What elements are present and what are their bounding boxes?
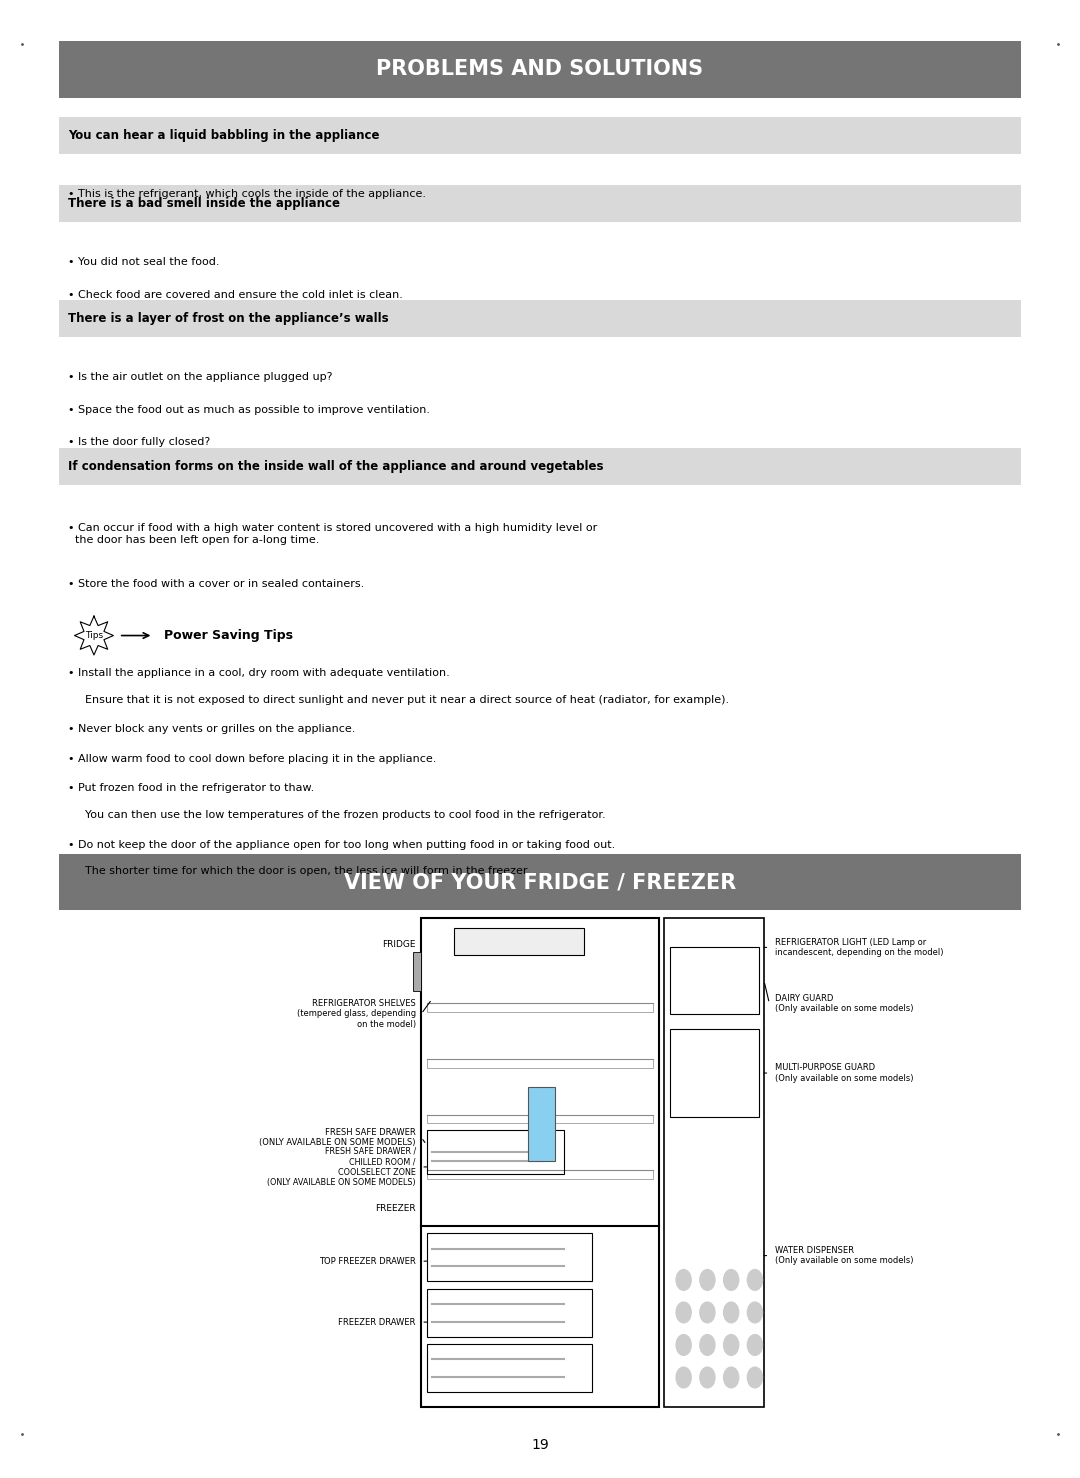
Text: You can then use the low temperatures of the frozen products to cool food in the: You can then use the low temperatures of… <box>85 810 606 820</box>
Bar <box>421 918 659 1407</box>
Text: • Allow warm food to cool down before placing it in the appliance.: • Allow warm food to cool down before pl… <box>68 754 436 764</box>
Text: • Put frozen food in the refrigerator to thaw.: • Put frozen food in the refrigerator to… <box>68 783 314 794</box>
Text: • Can occur if food with a high water content is stored uncovered with a high hu: • Can occur if food with a high water co… <box>68 523 597 545</box>
Polygon shape <box>75 616 113 655</box>
Bar <box>664 918 764 1407</box>
Text: The shorter time for which the door is open, the less ice will form in the freez: The shorter time for which the door is o… <box>85 866 530 876</box>
Circle shape <box>700 1335 715 1355</box>
Text: • Space the food out as much as possible to improve ventilation.: • Space the food out as much as possible… <box>68 405 430 415</box>
Circle shape <box>676 1270 691 1290</box>
Circle shape <box>724 1270 739 1290</box>
Text: If condensation forms on the inside wall of the appliance and around vegetables: If condensation forms on the inside wall… <box>68 460 604 473</box>
Text: There is a layer of frost on the appliance’s walls: There is a layer of frost on the applian… <box>68 312 389 325</box>
FancyBboxPatch shape <box>59 117 1021 154</box>
Text: REFRIGERATOR LIGHT (LED Lamp or
incandescent, depending on the model): REFRIGERATOR LIGHT (LED Lamp or incandes… <box>774 937 943 958</box>
Bar <box>454 928 584 955</box>
FancyBboxPatch shape <box>59 854 1021 910</box>
Text: FREEZER DRAWER: FREEZER DRAWER <box>338 1317 416 1327</box>
Bar <box>427 1058 653 1067</box>
Circle shape <box>747 1302 762 1323</box>
Text: • Is the door fully closed?: • Is the door fully closed? <box>68 437 211 448</box>
Bar <box>427 1234 592 1281</box>
Text: • Install the appliance in a cool, dry room with adequate ventilation.: • Install the appliance in a cool, dry r… <box>68 668 449 678</box>
FancyBboxPatch shape <box>59 300 1021 337</box>
Circle shape <box>724 1302 739 1323</box>
Text: PROBLEMS AND SOLUTIONS: PROBLEMS AND SOLUTIONS <box>377 59 703 80</box>
Text: • Is the air outlet on the appliance plugged up?: • Is the air outlet on the appliance plu… <box>68 372 333 383</box>
Circle shape <box>747 1367 762 1388</box>
FancyBboxPatch shape <box>59 41 1021 98</box>
Circle shape <box>700 1367 715 1388</box>
Circle shape <box>747 1270 762 1290</box>
Circle shape <box>700 1270 715 1290</box>
Text: • This is the refrigerant, which cools the inside of the appliance.: • This is the refrigerant, which cools t… <box>68 189 426 200</box>
Text: FRIDGE: FRIDGE <box>382 940 416 949</box>
Bar <box>427 1114 653 1123</box>
Bar <box>670 947 758 1014</box>
Text: There is a bad smell inside the appliance: There is a bad smell inside the applianc… <box>68 197 340 210</box>
Bar <box>528 1086 555 1160</box>
Text: MULTI-PURPOSE GUARD
(Only available on some models): MULTI-PURPOSE GUARD (Only available on s… <box>774 1063 914 1083</box>
Text: Ensure that it is not exposed to direct sunlight and never put it near a direct : Ensure that it is not exposed to direct … <box>85 695 729 705</box>
Circle shape <box>724 1367 739 1388</box>
Bar <box>413 952 421 992</box>
Bar <box>427 1004 653 1012</box>
Text: You can hear a liquid babbling in the appliance: You can hear a liquid babbling in the ap… <box>68 129 379 142</box>
Text: • Check food are covered and ensure the cold inlet is clean.: • Check food are covered and ensure the … <box>68 290 403 300</box>
Circle shape <box>747 1335 762 1355</box>
FancyBboxPatch shape <box>59 448 1021 485</box>
Circle shape <box>724 1335 739 1355</box>
Text: FRESH SAFE DRAWER
(ONLY AVAILABLE ON SOME MODELS): FRESH SAFE DRAWER (ONLY AVAILABLE ON SOM… <box>259 1128 416 1147</box>
Text: Power Saving Tips: Power Saving Tips <box>164 630 293 641</box>
Text: • Never block any vents or grilles on the appliance.: • Never block any vents or grilles on th… <box>68 724 355 735</box>
FancyBboxPatch shape <box>59 185 1021 222</box>
Text: FREEZER: FREEZER <box>375 1203 416 1213</box>
Text: REFRIGERATOR SHELVES
(tempered glass, depending
on the model): REFRIGERATOR SHELVES (tempered glass, de… <box>297 999 416 1029</box>
Text: FRESH SAFE DRAWER /
CHILLED ROOM /
COOLSELECT ZONE
(ONLY AVAILABLE ON SOME MODEL: FRESH SAFE DRAWER / CHILLED ROOM / COOLS… <box>267 1147 416 1187</box>
Circle shape <box>676 1335 691 1355</box>
Text: • Do not keep the door of the appliance open for too long when putting food in o: • Do not keep the door of the appliance … <box>68 840 616 850</box>
Circle shape <box>676 1302 691 1323</box>
Text: WATER DISPENSER
(Only available on some models): WATER DISPENSER (Only available on some … <box>774 1246 914 1265</box>
Bar <box>427 1131 564 1175</box>
Bar <box>427 1345 592 1392</box>
Text: TOP FREEZER DRAWER: TOP FREEZER DRAWER <box>319 1256 416 1265</box>
Text: • Store the food with a cover or in sealed containers.: • Store the food with a cover or in seal… <box>68 579 364 590</box>
Bar <box>427 1289 592 1338</box>
Text: 19: 19 <box>531 1438 549 1453</box>
Bar <box>670 1029 758 1117</box>
Text: DAIRY GUARD
(Only available on some models): DAIRY GUARD (Only available on some mode… <box>774 993 914 1014</box>
Circle shape <box>700 1302 715 1323</box>
Circle shape <box>676 1367 691 1388</box>
Text: • You did not seal the food.: • You did not seal the food. <box>68 257 219 268</box>
Text: VIEW OF YOUR FRIDGE / FREEZER: VIEW OF YOUR FRIDGE / FREEZER <box>343 872 737 893</box>
Bar <box>427 1171 653 1179</box>
Text: Tips: Tips <box>85 631 103 640</box>
